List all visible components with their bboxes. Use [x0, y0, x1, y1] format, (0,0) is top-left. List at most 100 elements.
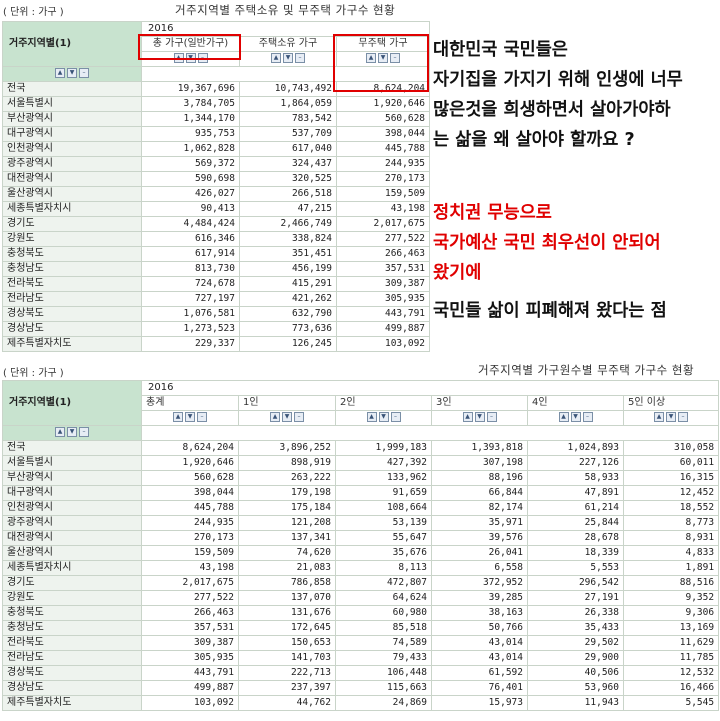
value-cell: 3,896,252 — [238, 440, 336, 456]
value-cell: 499,887 — [335, 321, 431, 337]
value-cell: 935,753 — [141, 126, 240, 142]
value-cell: 616,346 — [141, 231, 240, 247]
sort-ascending-icon[interactable]: ▲ — [270, 412, 280, 422]
sort-ascending-icon[interactable]: ▲ — [654, 412, 665, 422]
sort-ascending-icon[interactable]: ▲ — [462, 412, 473, 422]
value-cell: 773,636 — [239, 321, 337, 337]
sort-reset-icon[interactable]: – — [294, 412, 304, 422]
sort-reset-icon[interactable]: – — [390, 412, 401, 422]
value-cell: 266,463 — [335, 246, 431, 262]
table1-region-sort-controls: ▲ ▼ – — [2, 66, 142, 82]
column-header: 무주택 가구 — [335, 36, 431, 52]
sort-descending-icon[interactable]: ▼ — [378, 53, 389, 63]
value-cell: 324,437 — [239, 156, 337, 172]
sort-reset-icon[interactable]: – — [678, 412, 689, 422]
table-row: 충청북도 266,463 131,676 60,980 38,163 26,338 9,30… — [2, 605, 720, 621]
value-cell: 90,413 — [141, 201, 240, 217]
region-label: 세종특별자치시 — [2, 560, 142, 576]
value-cell: 783,542 — [239, 111, 337, 127]
sort-ascending-icon[interactable]: ▲ — [173, 412, 183, 422]
table2-corner-label: 거주지역별(1) — [2, 380, 142, 426]
value-cell: 61,214 — [527, 500, 624, 516]
sort-descending-icon[interactable]: ▼ — [378, 412, 389, 422]
value-cell: 398,044 — [141, 485, 239, 501]
sort-descending-icon[interactable]: ▼ — [185, 412, 195, 422]
annotation-conclusion: 국민들 삶이 피폐해져 왔다는 점 — [433, 301, 667, 321]
value-cell: 309,387 — [141, 635, 239, 651]
sort-ascending-icon[interactable]: ▲ — [558, 412, 569, 422]
table2-spacer — [140, 425, 720, 441]
value-cell: 5,545 — [622, 695, 720, 711]
value-cell: 426,027 — [141, 186, 240, 202]
sort-descending-icon[interactable]: ▼ — [67, 427, 77, 437]
value-cell: 222,713 — [238, 665, 336, 681]
table-row: 전라북도 724,678 415,291 309,387 — [2, 276, 431, 292]
value-cell: 19,367,696 — [141, 81, 240, 97]
table-row: 전라남도 727,197 421,262 305,935 — [2, 291, 431, 307]
value-cell: 88,516 — [622, 575, 720, 591]
value-cell: 398,044 — [335, 126, 431, 142]
value-cell: 320,525 — [239, 171, 337, 187]
sort-reset-icon[interactable]: – — [79, 68, 89, 78]
value-cell: 445,788 — [335, 141, 431, 157]
table-row: 울산광역시 426,027 266,518 159,509 — [2, 186, 431, 202]
value-cell: 11,629 — [622, 635, 720, 651]
value-cell: 590,698 — [141, 171, 240, 187]
sort-descending-icon[interactable]: ▼ — [67, 68, 77, 78]
value-cell: 270,173 — [141, 530, 239, 546]
value-cell: 115,663 — [335, 680, 432, 696]
value-cell: 357,531 — [335, 261, 431, 277]
value-cell: 103,092 — [141, 695, 239, 711]
table2-title: 거주지역별 가구원수별 무주택 가구수 현황 — [478, 363, 695, 377]
value-cell: 58,933 — [527, 470, 624, 486]
value-cell: 9,306 — [622, 605, 720, 621]
sort-ascending-icon[interactable]: ▲ — [55, 68, 65, 78]
value-cell: 1,864,059 — [239, 96, 337, 112]
value-cell: 472,807 — [335, 575, 432, 591]
value-cell: 27,191 — [527, 590, 624, 606]
value-cell: 569,372 — [141, 156, 240, 172]
sort-ascending-icon[interactable]: ▲ — [366, 53, 377, 63]
region-label: 서울특별시 — [2, 455, 142, 471]
sort-reset-icon[interactable]: – — [486, 412, 497, 422]
table-row: 부산광역시 560,628 263,222 133,962 88,196 58,933 16… — [2, 470, 720, 486]
t2-column-sort-controls: ▲ ▼ – — [335, 410, 432, 426]
t2-column-sort-controls: ▲ ▼ – — [238, 410, 336, 426]
region-label: 전라북도 — [2, 635, 142, 651]
sort-reset-icon[interactable]: – — [197, 412, 207, 422]
t2-column-sort-controls: ▲ ▼ – — [622, 410, 720, 426]
table-row: 강원도 616,346 338,824 277,522 — [2, 231, 431, 247]
sort-ascending-icon[interactable]: ▲ — [271, 53, 281, 63]
region-label: 인천광역시 — [2, 500, 142, 516]
sort-ascending-icon[interactable]: ▲ — [366, 412, 377, 422]
value-cell: 179,198 — [238, 485, 336, 501]
value-cell: 309,387 — [335, 276, 431, 292]
value-cell: 40,506 — [527, 665, 624, 681]
value-cell: 76,401 — [431, 680, 528, 696]
sort-reset-icon[interactable]: – — [390, 53, 401, 63]
value-cell: 35,971 — [431, 515, 528, 531]
sort-descending-icon[interactable]: ▼ — [666, 412, 677, 422]
column-header: 5인 이상 — [622, 395, 720, 411]
sort-descending-icon[interactable]: ▼ — [570, 412, 581, 422]
table-row: 경상남도 499,887 237,397 115,663 76,401 53,960 16,… — [2, 680, 720, 696]
sort-descending-icon[interactable]: ▼ — [474, 412, 485, 422]
sort-reset-icon[interactable]: – — [295, 53, 305, 63]
table-row: 서울특별시 1,920,646 898,919 427,392 307,198 227,1… — [2, 455, 720, 471]
table-row: 세종특별자치시 43,198 21,083 8,113 6,558 5,553 1,891 — [2, 560, 720, 576]
value-cell: 74,589 — [335, 635, 432, 651]
sort-ascending-icon[interactable]: ▲ — [55, 427, 65, 437]
value-cell: 338,824 — [239, 231, 337, 247]
region-label: 충청북도 — [2, 605, 142, 621]
table-row: 인천광역시 445,788 175,184 108,664 82,174 61,214 18… — [2, 500, 720, 516]
column-header: 총 가구(일반가구) — [141, 36, 240, 52]
sort-descending-icon[interactable]: ▼ — [283, 53, 293, 63]
region-label: 충청남도 — [2, 261, 142, 277]
value-cell: 85,518 — [335, 620, 432, 636]
value-cell: 47,215 — [239, 201, 337, 217]
value-cell: 617,040 — [239, 141, 337, 157]
sort-reset-icon[interactable]: – — [79, 427, 89, 437]
sort-descending-icon[interactable]: ▼ — [282, 412, 292, 422]
sort-reset-icon[interactable]: – — [582, 412, 593, 422]
value-cell: 10,743,492 — [239, 81, 337, 97]
